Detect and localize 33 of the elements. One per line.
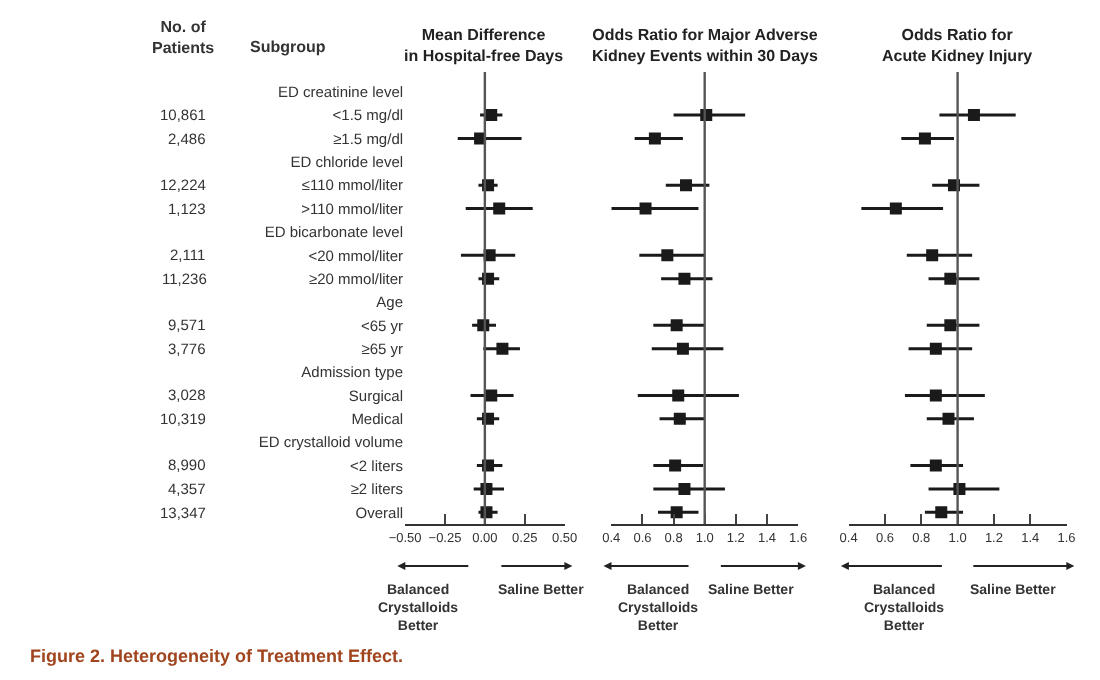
point	[669, 459, 682, 472]
point	[648, 132, 661, 145]
point	[639, 202, 652, 215]
point	[929, 389, 942, 402]
point	[670, 506, 683, 519]
point	[485, 389, 498, 402]
point	[678, 482, 691, 495]
point	[678, 272, 691, 285]
point	[485, 109, 498, 122]
point	[670, 319, 683, 332]
point	[929, 459, 942, 472]
text: No. of Patients	[152, 18, 216, 57]
point	[672, 389, 685, 402]
point	[661, 249, 674, 262]
chart-title: Odds Ratio for Acute Kidney Injury	[882, 26, 1034, 65]
point	[944, 319, 957, 332]
caption: Figure 2. Heterogeneity of Treatment Effect.	[30, 646, 404, 666]
point	[929, 342, 942, 355]
point	[673, 412, 686, 425]
point	[676, 342, 689, 355]
point	[680, 179, 693, 192]
y-axis-title: Subgroup	[250, 38, 326, 56]
point	[935, 506, 948, 519]
point	[944, 272, 957, 285]
point	[493, 202, 506, 215]
chart-title: Mean Difference in Hospital-free Days	[404, 26, 565, 65]
point	[918, 132, 931, 145]
chart-title: Odds Ratio for Major Adverse Kidney Events within 30 Days	[592, 26, 819, 65]
point	[942, 412, 955, 425]
point	[967, 109, 980, 122]
point	[496, 342, 509, 355]
point	[889, 202, 902, 215]
point	[926, 249, 939, 262]
